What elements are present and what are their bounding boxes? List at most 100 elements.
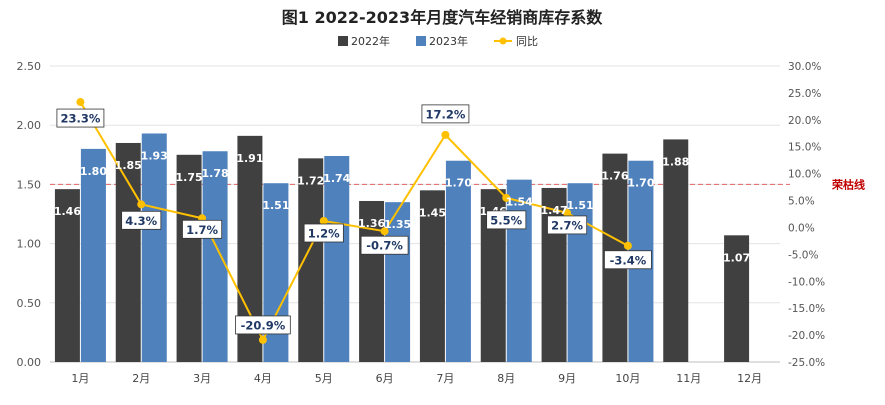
yoy-point (76, 98, 85, 107)
x-tick-label: 2月 (132, 372, 150, 385)
yoy-label-box (604, 250, 652, 270)
bar-value-label: 1.93 (141, 149, 168, 162)
yoy-label-box (235, 315, 291, 335)
bars-group (54, 133, 750, 362)
legend-swatch-marker (499, 37, 507, 45)
yoy-value-label: 1.7% (186, 223, 218, 237)
reference-line-label: 荣枯线 (831, 177, 865, 191)
bar-value-label: 1.35 (384, 218, 411, 231)
bar-2023 (202, 151, 228, 362)
yoy-value-label: 23.3% (60, 112, 100, 126)
x-tick-label: 7月 (436, 372, 454, 385)
bar-2022 (115, 142, 141, 362)
y-right-tick-label: 0.0% (788, 222, 815, 234)
yoy-label-box (547, 215, 588, 235)
bar-value-label: 1.72 (297, 174, 324, 187)
bar-value-label: 1.07 (723, 251, 750, 264)
bar-2023 (385, 202, 411, 362)
x-tick-label: 12月 (737, 372, 762, 385)
bar-value-label: 1.74 (323, 172, 350, 185)
bar-value-label: 1.47 (541, 204, 568, 217)
y-left-tick-label: 0.50 (17, 297, 42, 310)
bar-value-label: 1.70 (445, 177, 472, 190)
y-right-tick-label: -20.0% (788, 330, 825, 342)
yoy-value-label: -3.4% (610, 253, 647, 267)
y-right-tick-label: -5.0% (788, 249, 818, 261)
yoy-point (502, 193, 511, 202)
x-tick-label: 3月 (193, 372, 211, 385)
yoy-point (441, 130, 450, 139)
y-right-tick-label: 25.0% (788, 88, 821, 100)
x-tick-label: 1月 (71, 372, 89, 385)
y-right-tick-label: 10.0% (788, 169, 821, 181)
yoy-point (137, 200, 146, 209)
bar-value-label: 1.78 (202, 167, 229, 180)
yoy-value-label: 5.5% (490, 213, 522, 227)
bar-value-label: 1.85 (115, 159, 142, 172)
legend-swatch (338, 36, 348, 46)
x-tick-label: 5月 (315, 372, 333, 385)
y-right-tick-label: -25.0% (788, 357, 825, 369)
yoy-label-box (121, 210, 162, 230)
y-left-tick-label: 1.00 (17, 238, 42, 251)
yoy-value-label: 4.3% (125, 214, 157, 228)
yoy-value-label: -20.9% (241, 318, 286, 332)
bar-value-label: 1.70 (627, 177, 654, 190)
legend-label: 同比 (516, 35, 538, 48)
x-tick-label: 10月 (615, 372, 640, 385)
bar-value-label: 1.51 (567, 199, 594, 212)
y-right-tick-label: 15.0% (788, 142, 821, 154)
bar-value-label: 1.75 (176, 171, 203, 184)
y-right-tick-label: -15.0% (788, 303, 825, 315)
bar-value-label: 1.46 (54, 205, 81, 218)
bar-2023 (141, 133, 167, 362)
yoy-point (380, 227, 389, 236)
y-left-tick-label: 2.00 (17, 119, 42, 132)
y-right-tick-label: 20.0% (788, 115, 821, 127)
yoy-label-box (303, 223, 344, 243)
bar-2022 (298, 158, 324, 362)
yoy-point (623, 241, 632, 250)
y-right-tick-label: -10.0% (788, 276, 825, 288)
bar-2023 (567, 183, 593, 362)
yoy-value-label: 17.2% (425, 107, 465, 121)
bar-value-label: 1.51 (262, 199, 289, 212)
bar-value-label: 1.54 (506, 196, 533, 209)
chart-title: 图1 2022-2023年月度汽车经销商库存系数 (282, 8, 603, 27)
yoy-label-box (182, 219, 223, 239)
yoy-value-label: 2.7% (551, 218, 583, 232)
axes-group: 0.00 0.50 1.00 1.50 2.00 2.50 -25.0% -20.0% -15.… (17, 60, 826, 385)
y-right-tick-label: 5.0% (788, 196, 815, 208)
yoy-label-box (486, 210, 527, 230)
bar-value-label: 1.76 (601, 170, 628, 183)
yoy-line-group (76, 98, 632, 344)
bar-value-label: 1.91 (236, 152, 263, 165)
bar-value-label: 1.36 (358, 217, 385, 230)
legend-label: 2023年 (429, 34, 468, 48)
x-tick-label: 9月 (558, 372, 576, 385)
bar-2023 (506, 179, 532, 362)
bar-2023 (324, 155, 350, 362)
y-left-tick-label: 2.50 (17, 60, 42, 73)
bar-value-label: 1.45 (419, 206, 446, 219)
y-right-tick-label: 30.0% (788, 61, 821, 73)
yoy-label-box (56, 108, 105, 128)
y-left-tick-label: 0.00 (17, 356, 42, 369)
bar-2022 (724, 235, 750, 362)
x-tick-label: 8月 (497, 372, 515, 385)
bar-value-label: 1.88 (662, 155, 689, 168)
yoy-point (563, 208, 572, 217)
bar-2022 (663, 139, 689, 362)
y-left-tick-label: 1.50 (17, 178, 42, 191)
x-tick-label: 11月 (676, 372, 701, 385)
yoy-point (319, 216, 328, 225)
yoy-point (258, 335, 267, 344)
yoy-label-box (360, 235, 409, 255)
data-labels-group: 1.461.851.751.911.721.361.451.461.471.76… (54, 104, 750, 335)
legend: 2022年 2023年 同比 (338, 34, 538, 48)
yoy-label-box (421, 104, 470, 124)
x-tick-label: 4月 (254, 372, 272, 385)
bar-2022 (176, 154, 202, 362)
